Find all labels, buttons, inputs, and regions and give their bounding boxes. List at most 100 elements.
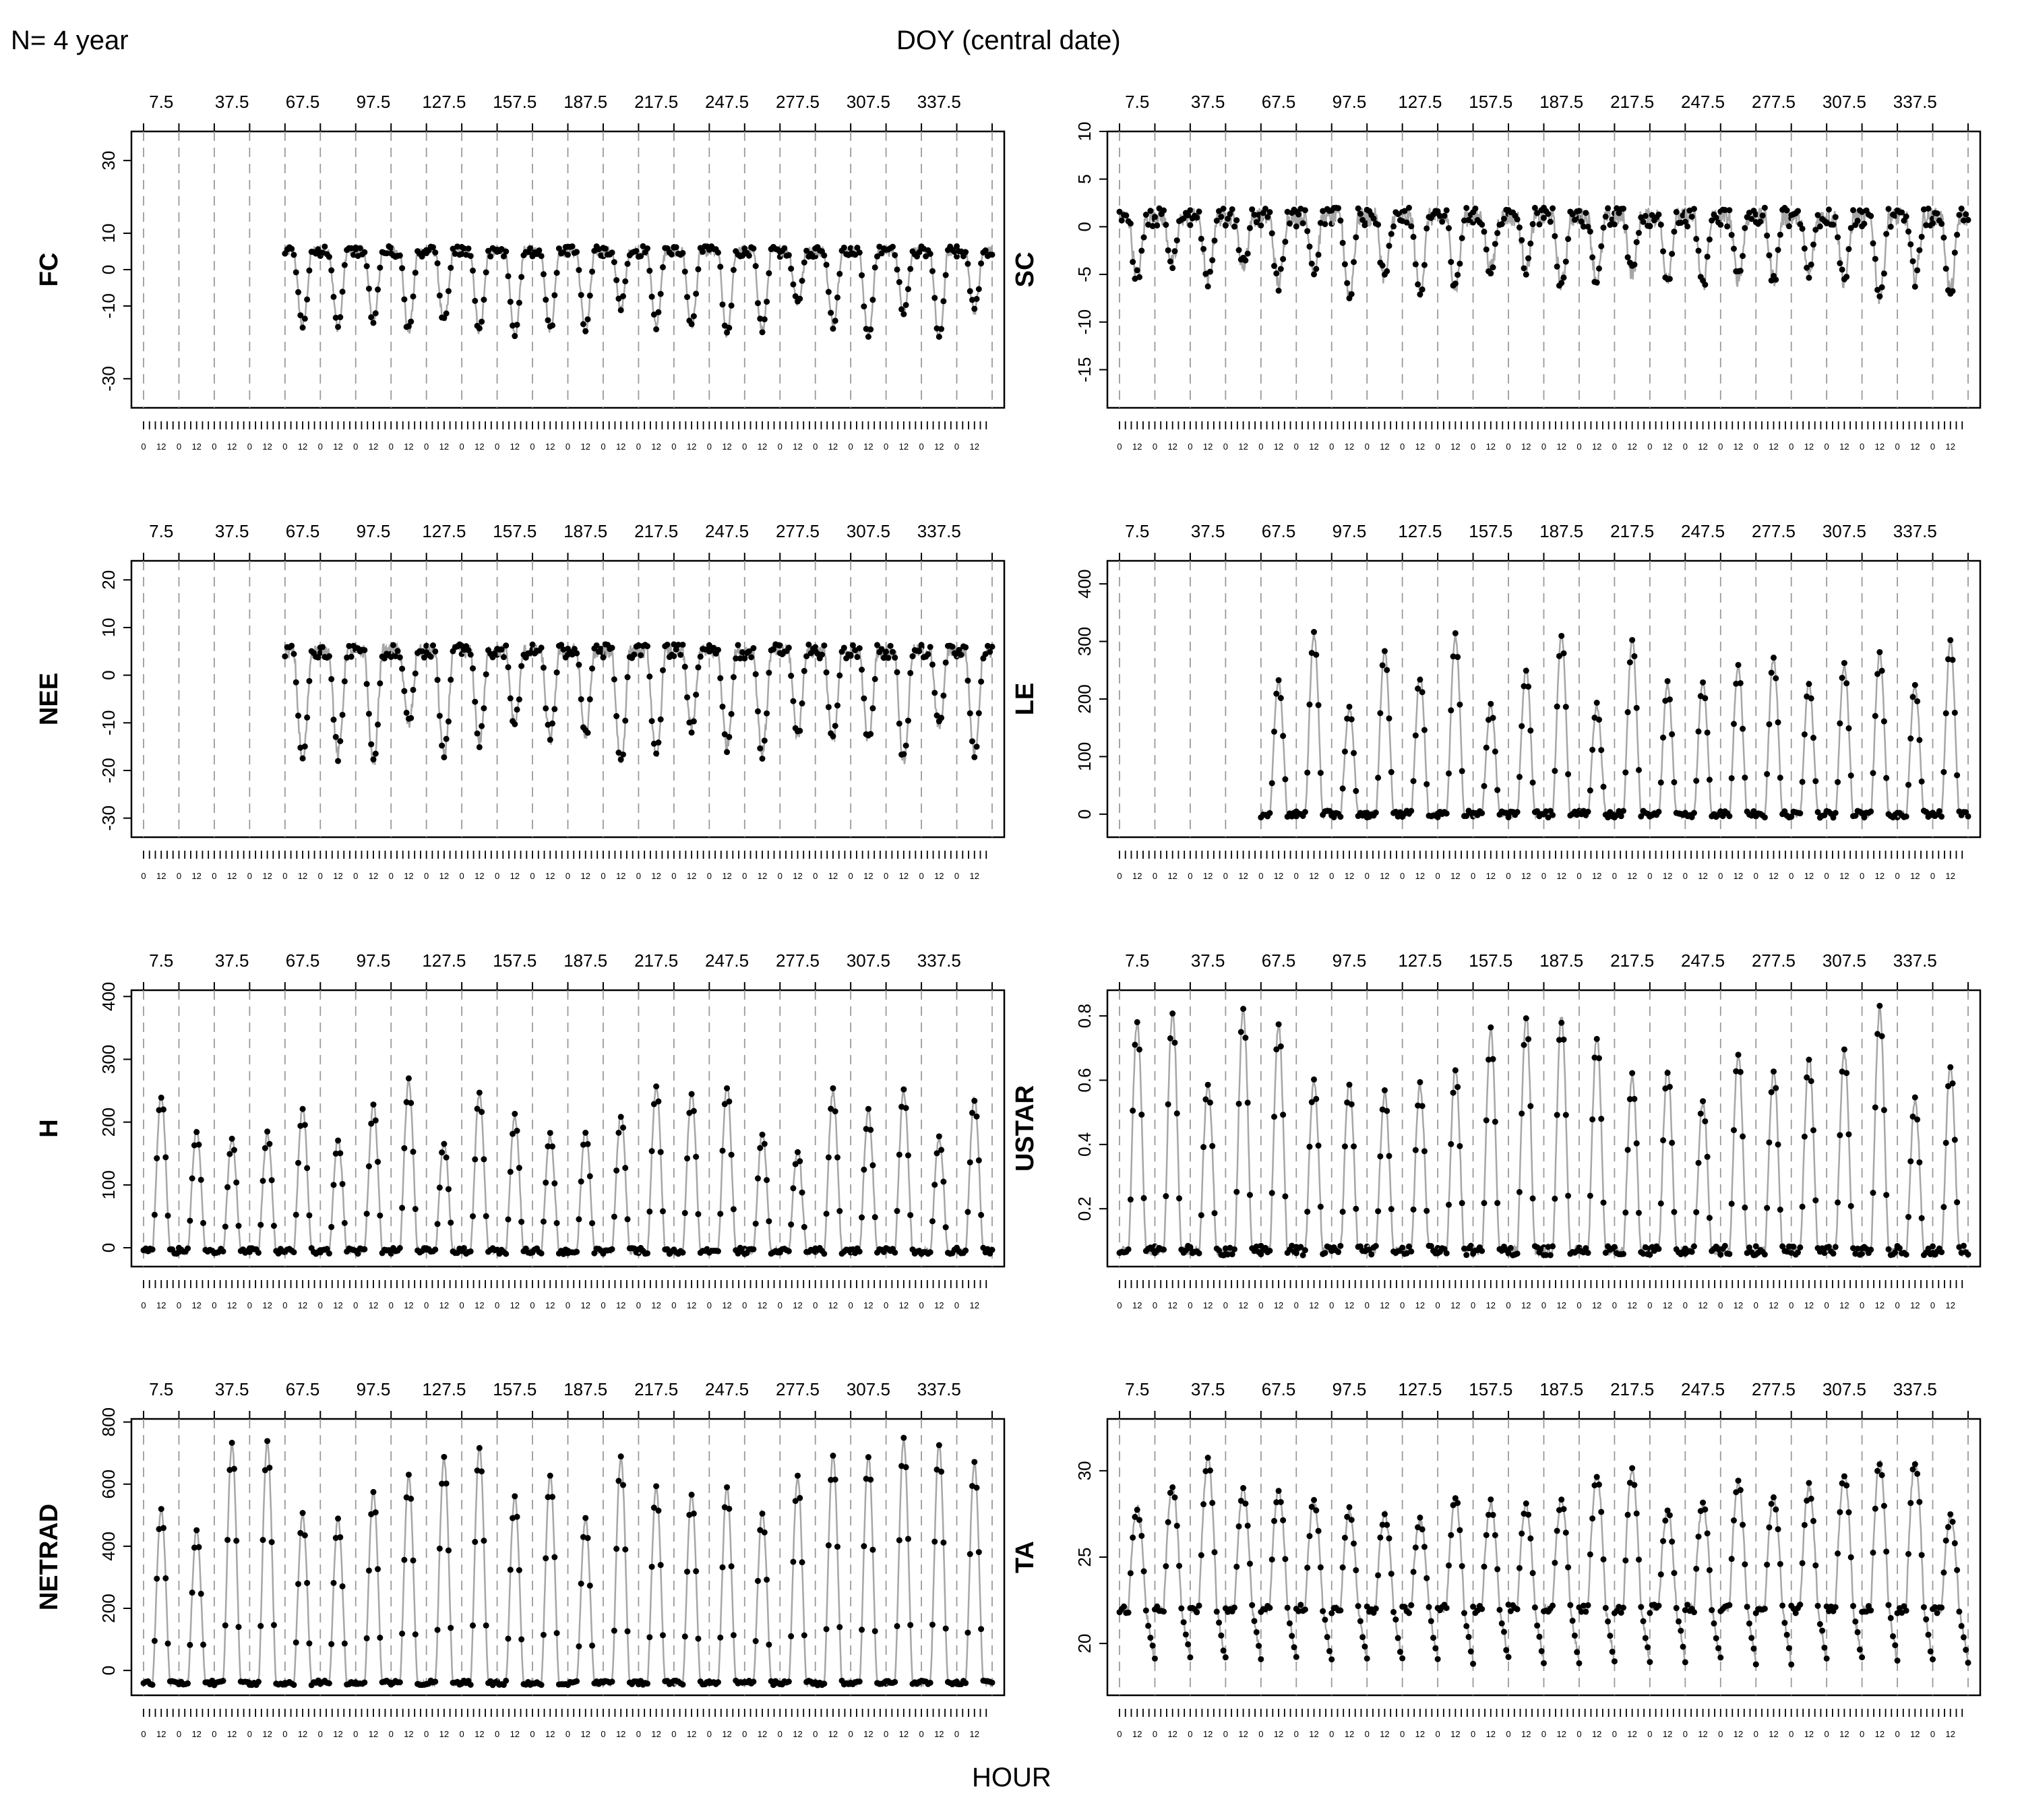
- hour-tick-label: 0: [141, 1729, 146, 1739]
- data-point: [1130, 259, 1136, 266]
- hour-tick-label: 0: [1117, 442, 1122, 452]
- y-tick-label: -20: [98, 758, 119, 783]
- data-point: [1581, 223, 1587, 230]
- data-point: [518, 1636, 525, 1643]
- data-point: [1837, 1132, 1843, 1139]
- hour-tick-label: 0: [460, 442, 464, 452]
- data-point: [222, 1622, 228, 1629]
- data-point: [619, 1124, 626, 1131]
- data-point: [1602, 213, 1609, 220]
- data-point: [794, 1149, 801, 1155]
- hour-tick-label: 12: [191, 1729, 201, 1739]
- top-tick-label: 157.5: [1469, 1379, 1512, 1399]
- data-point: [967, 710, 973, 717]
- hour-tick-label: 12: [1203, 1729, 1213, 1739]
- hour-tick-label: 0: [460, 1729, 464, 1739]
- data-point: [1633, 239, 1640, 245]
- data-point: [1209, 1500, 1216, 1507]
- data-point: [940, 298, 947, 305]
- data-point: [766, 1218, 772, 1225]
- data-point: [907, 266, 914, 272]
- data-point: [1494, 230, 1501, 237]
- hour-tick-label: 0: [1860, 1729, 1864, 1739]
- hour-tick-label: 0: [813, 1729, 818, 1739]
- data-point: [964, 677, 971, 684]
- hour-tick-label: 0: [671, 442, 676, 452]
- data-point: [834, 294, 840, 301]
- data-point: [467, 651, 474, 658]
- data-point: [1209, 1143, 1216, 1149]
- hour-tick-label: 12: [404, 871, 413, 881]
- data-point: [598, 646, 605, 653]
- data-point: [185, 1680, 191, 1687]
- data-point: [655, 309, 662, 315]
- data-point: [728, 1151, 735, 1158]
- y-tick-label: 0.4: [1074, 1132, 1095, 1157]
- data-point: [1138, 247, 1145, 254]
- data-point: [299, 755, 306, 762]
- data-point: [1492, 241, 1498, 247]
- hour-tick-label: 0: [1400, 871, 1405, 881]
- data-point: [1726, 207, 1733, 214]
- data-point: [724, 1484, 731, 1490]
- hour-tick-label: 0: [1825, 871, 1829, 881]
- hour-tick-label: 0: [495, 1300, 499, 1310]
- hour-tick-label: 0: [565, 1300, 570, 1310]
- data-point: [1700, 1098, 1707, 1105]
- data-point: [1490, 715, 1496, 721]
- data-point: [1806, 681, 1812, 688]
- hour-tick-label: 0: [282, 1300, 287, 1310]
- hour-tick-label: 0: [318, 1729, 323, 1739]
- data-point: [282, 653, 288, 660]
- data-point: [942, 1224, 949, 1231]
- top-tick-label: 127.5: [422, 950, 466, 971]
- hour-tick-label: 0: [1223, 442, 1228, 452]
- data-point: [589, 268, 596, 275]
- data-point: [867, 1126, 874, 1133]
- data-point: [381, 655, 388, 662]
- data-point: [551, 1180, 558, 1187]
- data-point: [854, 654, 861, 661]
- data-point: [1167, 1035, 1173, 1041]
- data-point: [1454, 272, 1461, 278]
- data-point: [377, 680, 384, 687]
- data-point: [1421, 1148, 1428, 1155]
- data-point: [1620, 1250, 1627, 1257]
- data-point: [1173, 237, 1180, 244]
- top-tick-label: 277.5: [776, 92, 820, 112]
- diurnal-line: [496, 1494, 534, 1688]
- panel-h: 7.5 37.5 67.5 97.5 127.5 157.5 187.5 217.5 247.5…: [35, 950, 1006, 1310]
- data-point: [617, 1453, 624, 1460]
- data-point: [792, 1498, 799, 1505]
- top-tick-label: 277.5: [1752, 92, 1796, 112]
- data-point: [659, 264, 666, 270]
- data-point: [1448, 707, 1454, 714]
- data-point: [593, 642, 600, 648]
- data-point: [326, 253, 332, 260]
- data-point: [1222, 1245, 1229, 1252]
- data-point: [365, 285, 372, 292]
- diurnal-line: [178, 1529, 216, 1687]
- hour-tick-label: 12: [1309, 871, 1318, 881]
- data-point: [1697, 1110, 1704, 1117]
- data-point: [259, 1178, 266, 1184]
- data-point: [293, 269, 299, 276]
- diurnal-line: [142, 1094, 179, 1255]
- data-point: [1472, 205, 1479, 212]
- data-point: [1280, 733, 1287, 739]
- data-point: [586, 1582, 593, 1589]
- data-point: [1593, 1035, 1600, 1042]
- y-tick-label: 10: [98, 224, 119, 243]
- data-point: [328, 1223, 335, 1230]
- data-point: [790, 1185, 797, 1192]
- data-point: [1609, 216, 1616, 223]
- hour-tick-label: 12: [298, 442, 307, 452]
- data-point: [1213, 217, 1220, 224]
- data-point: [1436, 212, 1443, 219]
- data-point: [1488, 270, 1494, 277]
- data-point: [1562, 704, 1569, 710]
- hour-tick-label: 12: [474, 1300, 484, 1310]
- top-tick-label: 7.5: [149, 1379, 173, 1399]
- data-point: [1626, 659, 1633, 666]
- data-point: [410, 1557, 417, 1564]
